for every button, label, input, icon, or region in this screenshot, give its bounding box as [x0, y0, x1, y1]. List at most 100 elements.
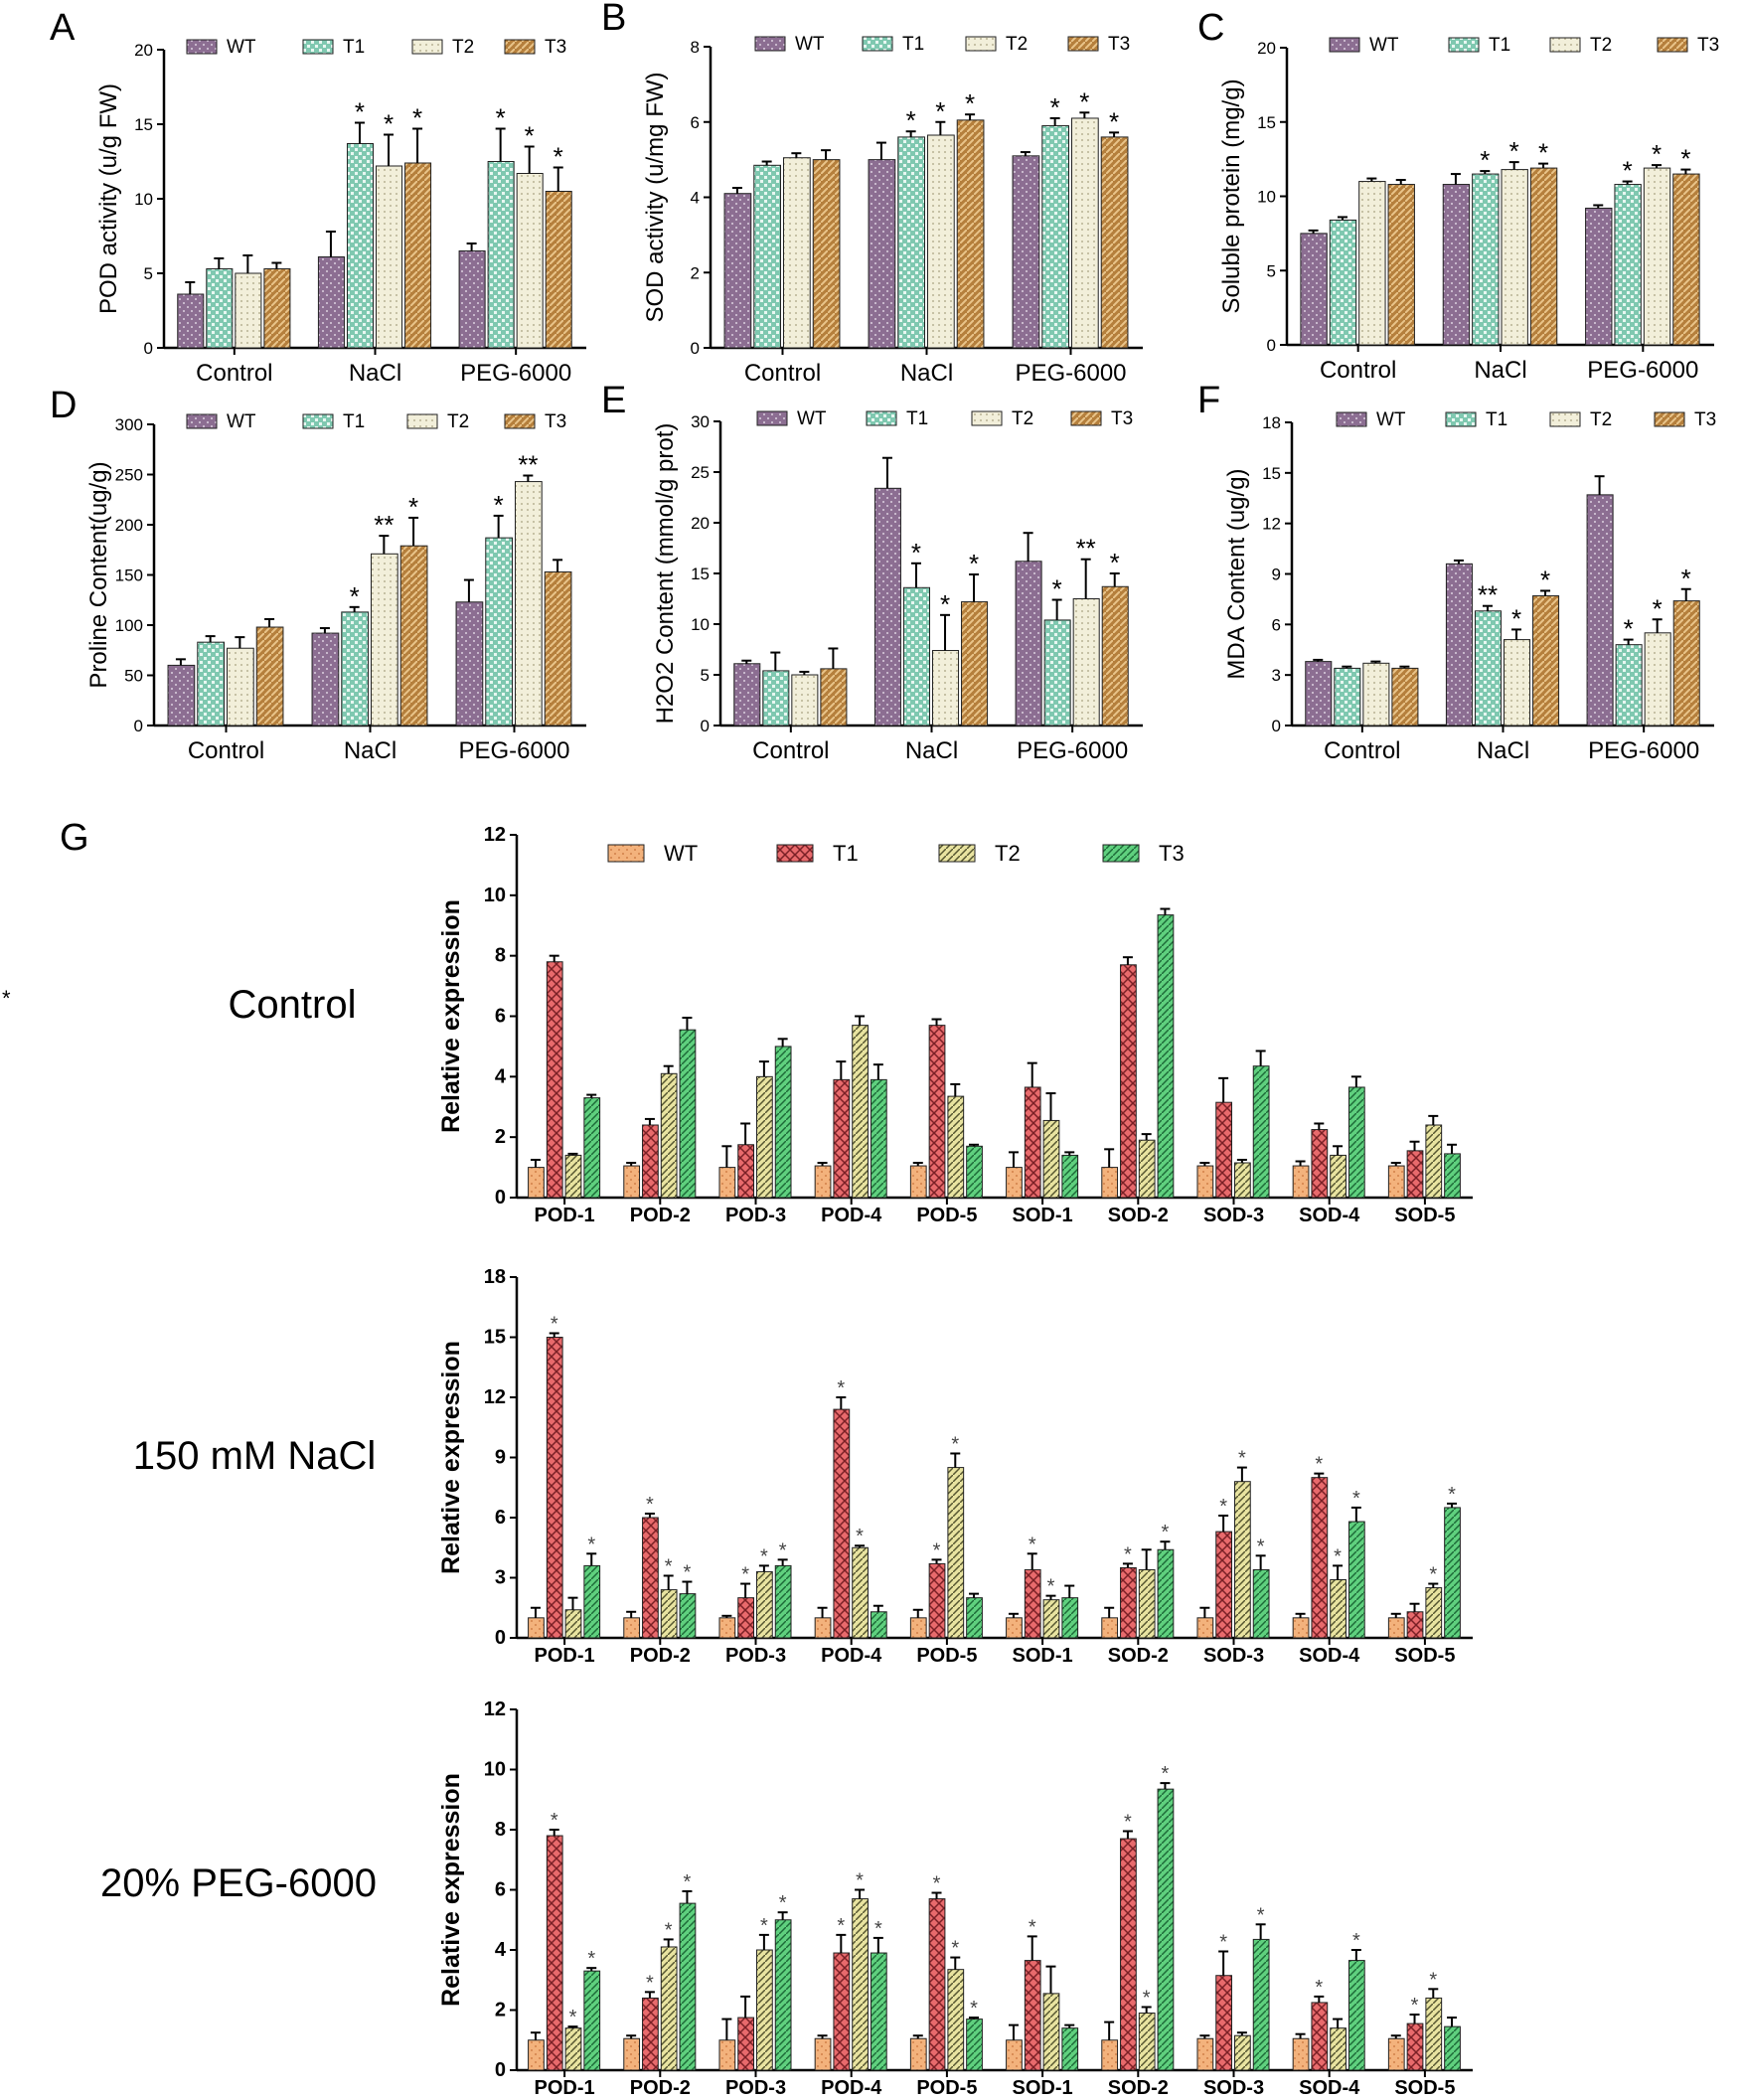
legend-swatch-t2 — [1549, 411, 1581, 427]
significance-marker: * — [1352, 1930, 1360, 1952]
bar-t3 — [399, 545, 428, 727]
x-tick-label: Control — [752, 737, 829, 764]
bar-t1 — [485, 537, 513, 727]
legend-label: WT — [227, 37, 256, 58]
y-tick-label: 15 — [1257, 113, 1276, 132]
significance-marker: * — [1162, 1522, 1170, 1543]
bar-t1 — [1024, 1086, 1041, 1199]
significance-marker: * — [1680, 144, 1690, 174]
bar-t3 — [679, 1902, 697, 2071]
y-tick-label: 30 — [691, 412, 710, 431]
legend-label: T3 — [545, 411, 566, 432]
x-tick-label: SOD-2 — [1108, 2077, 1169, 2099]
y-axis-label: Relative expression — [437, 1773, 465, 2007]
bar-wt — [1292, 1165, 1310, 1199]
y-tick-label: 0 — [701, 717, 710, 735]
bar-t3 — [1532, 595, 1560, 727]
y-tick-label: 4 — [495, 1939, 507, 1961]
bar-t2 — [947, 1467, 965, 1639]
x-tick-label: POD-3 — [725, 1645, 786, 1667]
bar-wt — [1101, 1167, 1119, 1199]
bar-wt — [1015, 561, 1042, 727]
y-tick-label: 20 — [691, 514, 710, 533]
chart-E: E 0 5 10 15 20 25 30 H2O2 Content (mmol/g prot) C… — [601, 380, 1143, 764]
bar-t2 — [1504, 639, 1531, 727]
significance-marker: * — [1681, 564, 1691, 593]
legend-swatch-t3 — [1654, 411, 1685, 427]
significance-marker: * — [587, 1534, 595, 1555]
x-tick-label: POD-1 — [535, 1205, 595, 1226]
legend-label: T2 — [447, 411, 469, 432]
y-axis-label: Relative expression — [437, 1341, 465, 1574]
bar-t1 — [902, 586, 930, 727]
bar-t2 — [1072, 598, 1100, 727]
y-tick-label: 6 — [495, 1507, 506, 1529]
bar-t2 — [791, 674, 819, 727]
bar-wt — [528, 1167, 545, 1199]
bar-wt — [167, 664, 196, 727]
condition-label-nacl: 150 mM NaCl — [133, 1434, 377, 1478]
bar-t3 — [1444, 1153, 1461, 1199]
bar-t2 — [1138, 1139, 1156, 1199]
x-tick-label: Control — [1320, 357, 1396, 384]
legend-swatch-wt — [756, 410, 788, 426]
legend-swatch-t3 — [1657, 37, 1688, 53]
chart-G-nacl: 0 3 6 9 12 15 18 Relative expression POD-1 * * POD-… — [437, 1266, 1473, 1667]
x-tick-label: POD-2 — [630, 2077, 691, 2099]
x-tick-label: SOD-4 — [1299, 2077, 1360, 2099]
bar-t2 — [515, 481, 543, 727]
y-tick-label: 15 — [134, 115, 153, 134]
condition-label-control: Control — [229, 983, 357, 1027]
bar-t3 — [1347, 1521, 1365, 1639]
legend-label: T1 — [343, 37, 365, 58]
significance-marker: * — [1623, 156, 1633, 186]
significance-marker: * — [1352, 1488, 1360, 1510]
panel-label: B — [601, 0, 626, 39]
bar-t3 — [961, 601, 989, 727]
significance-marker: * — [1653, 593, 1663, 623]
significance-marker: * — [412, 103, 422, 133]
bar-t2 — [932, 650, 960, 727]
legend-swatch-wt — [1329, 37, 1360, 53]
bar-t2 — [371, 553, 398, 727]
y-tick-label: 6 — [1272, 615, 1281, 634]
bar-wt — [718, 2039, 736, 2071]
x-tick-label: SOD-3 — [1203, 2077, 1264, 2099]
bar-wt — [873, 487, 901, 727]
x-tick-label: NaCl — [905, 737, 958, 764]
significance-marker: ** — [1478, 580, 1498, 610]
bar-t3 — [544, 570, 572, 727]
bar-t3 — [1391, 667, 1419, 727]
legend-label: WT — [1376, 409, 1406, 430]
legend-swatch-t3 — [504, 39, 536, 55]
legend-label: T2 — [1012, 408, 1033, 429]
significance-marker: * — [837, 1377, 845, 1399]
bar-t1 — [1472, 173, 1500, 346]
bar-t2 — [1042, 1119, 1060, 1199]
y-tick-label: 250 — [115, 466, 143, 485]
significance-marker: * — [874, 1918, 882, 1940]
bar-t1 — [642, 1517, 659, 1639]
bar-t3 — [404, 162, 432, 349]
legend-swatch-t1 — [1445, 411, 1477, 427]
significance-marker: * — [1257, 1535, 1265, 1557]
significance-marker: * — [970, 1998, 978, 2019]
bar-t3 — [1252, 1938, 1270, 2071]
bar-t1 — [487, 161, 515, 349]
bar-wt — [1196, 1617, 1214, 1639]
bar-t3 — [1347, 1960, 1365, 2071]
bar-t3 — [679, 1593, 697, 1639]
legend-label: WT — [797, 408, 827, 429]
bar-t2 — [1138, 1568, 1156, 1639]
legend-label: WT — [795, 34, 825, 55]
significance-marker: * — [779, 1892, 787, 1914]
bar-t2 — [227, 647, 254, 727]
panel-label: C — [1197, 7, 1224, 49]
bar-t3 — [583, 1970, 601, 2071]
significance-marker: * — [856, 1870, 864, 1892]
legend-swatch-t2 — [1549, 37, 1581, 53]
x-tick-label: PEG-6000 — [458, 737, 569, 764]
bar-wt — [814, 1617, 832, 1639]
y-tick-label: 3 — [495, 1567, 506, 1589]
significance-marker: * — [760, 1545, 768, 1567]
